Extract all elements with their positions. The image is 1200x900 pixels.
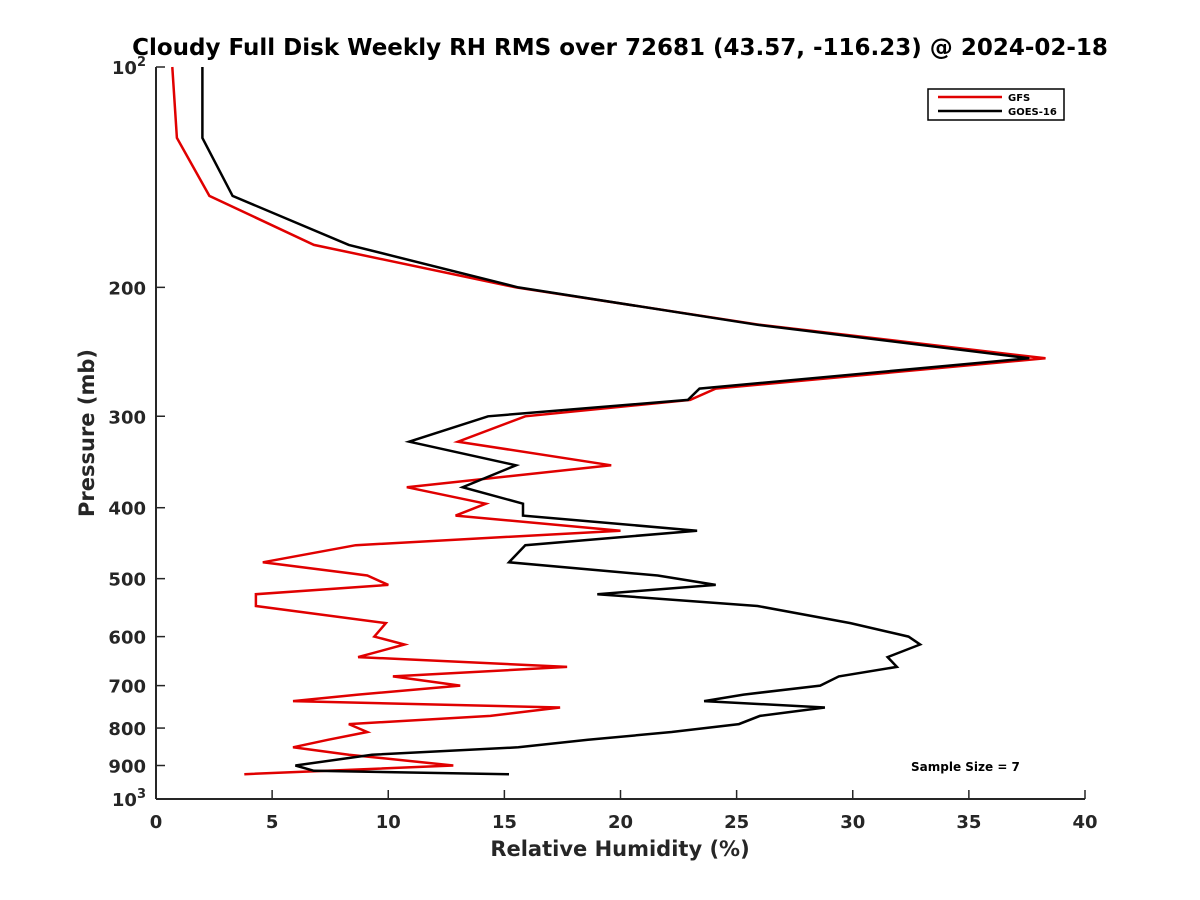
x-tick-label: 40 <box>1072 812 1097 833</box>
legend-label-goes-16: GOES-16 <box>1008 107 1057 118</box>
y-tick-label: 300 <box>108 407 146 428</box>
x-tick-label: 0 <box>150 812 163 833</box>
x-ticks: 0 5 10 15 20 25 30 35 40 <box>150 790 1098 833</box>
y-tick-label: 700 <box>108 677 146 698</box>
sample-size-annotation: Sample Size = 7 <box>911 760 1020 774</box>
x-axis-label: Relative Humidity (%) <box>490 837 749 861</box>
series-layer <box>171 66 1046 776</box>
y-tick-label: 200 <box>108 278 146 299</box>
legend: GFS GOES-16 <box>927 88 1065 121</box>
y-tick-label: 600 <box>108 628 146 649</box>
y-tick-label: 500 <box>108 570 146 591</box>
legend-box <box>927 88 1065 121</box>
y-tick-label: 800 <box>108 719 146 740</box>
plot-area: 0 5 10 15 20 25 30 35 40 102 200 300 400 500 600 700 80… <box>108 55 1097 833</box>
y-axis-label: Pressure (mb) <box>75 349 99 517</box>
x-tick-label: 10 <box>376 812 401 833</box>
y-ticks: 102 200 300 400 500 600 700 800 900 103 <box>108 55 165 811</box>
y-tick-label: 900 <box>108 757 146 778</box>
chart-title: Cloudy Full Disk Weekly RH RMS over 7268… <box>132 35 1108 61</box>
series-line-goes-16 <box>201 67 1030 776</box>
x-tick-label: 35 <box>956 812 981 833</box>
x-tick-label: 20 <box>608 812 633 833</box>
x-tick-label: 15 <box>492 812 517 833</box>
y-tick-label: 102 <box>112 55 146 79</box>
legend-label-gfs: GFS <box>1008 93 1030 104</box>
plot-background <box>156 67 1085 799</box>
x-tick-label: 25 <box>724 812 749 833</box>
y-tick-label: 103 <box>112 787 146 811</box>
series-line-gfs <box>171 66 1046 776</box>
y-tick-label: 400 <box>108 499 146 520</box>
x-tick-label: 5 <box>266 812 279 833</box>
x-tick-label: 30 <box>840 812 865 833</box>
